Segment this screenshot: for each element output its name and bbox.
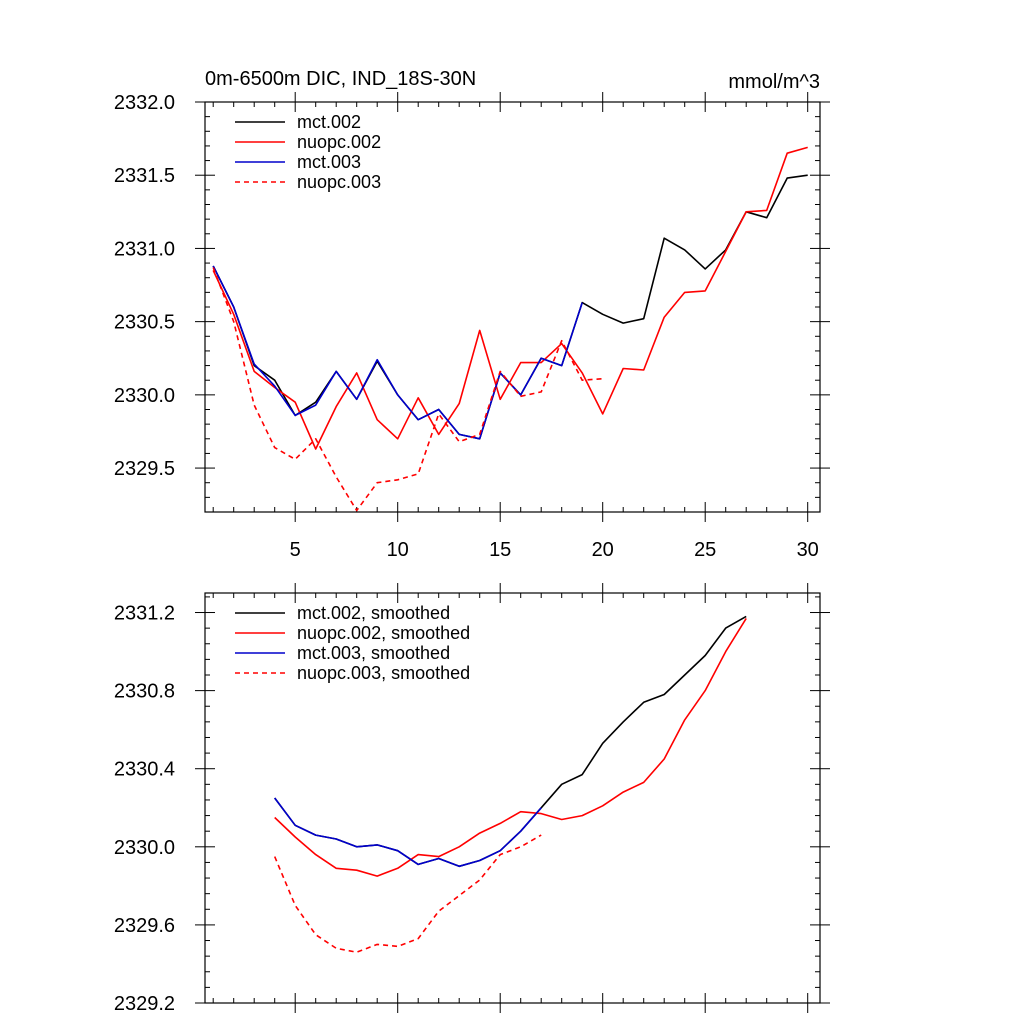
legend-label: nuopc.002: [297, 132, 381, 152]
legend-label: mct.003: [297, 152, 361, 172]
y-tick-label: 2330.0: [114, 837, 175, 859]
legend-label: nuopc.003, smoothed: [297, 663, 470, 683]
y-tick-label: 2330.8: [114, 681, 175, 703]
x-tick-label: 10: [387, 539, 409, 561]
series-line-nuopc-002-smoothed: [274, 617, 747, 877]
x-tick-label: 20: [592, 539, 614, 561]
top-panel-units: mmol/m^3: [728, 71, 820, 93]
y-tick-label: 2330.4: [114, 759, 175, 781]
plot-frame: [204, 592, 821, 1004]
x-tick-label: 15: [489, 539, 511, 561]
legend-label: nuopc.003: [297, 172, 381, 192]
legend-label: mct.003, smoothed: [297, 643, 450, 663]
series-line-mct-003: [212, 265, 583, 440]
series-line-nuopc-003-smoothed: [273, 834, 542, 954]
series-line-mct-002: [212, 174, 808, 440]
top-panel: 0m-6500m DIC, IND_18S-30N mmol/m^3 5 10 15…: [114, 68, 830, 561]
series-line-nuopc-003: [212, 267, 603, 512]
y-tick-label: 2332.0: [114, 92, 175, 114]
y-tick-label: 2331.2: [114, 603, 175, 625]
y-tick-label: 2329.2: [114, 993, 175, 1015]
top-panel-title: 0m-6500m DIC, IND_18S-30N: [205, 68, 476, 90]
bottom-panel: 2329.2 2329.6 2330.0 2330.4 2330.8 2331.2 mct.…: [114, 583, 830, 1015]
y-tick-label: 2329.6: [114, 915, 175, 937]
x-tick-label: 30: [797, 539, 819, 561]
y-tick-label: 2331.0: [114, 238, 175, 260]
legend-label: nuopc.002, smoothed: [297, 623, 470, 643]
y-tick-label: 2330.5: [114, 312, 175, 334]
series-line-mct-003-smoothed: [274, 797, 542, 868]
legend-label: mct.002, smoothed: [297, 603, 450, 623]
x-tick-label: 5: [290, 539, 301, 561]
y-tick-label: 2330.0: [114, 385, 175, 407]
y-tick-label: 2329.5: [114, 458, 175, 480]
legend-label: mct.002: [297, 112, 361, 132]
y-tick-label: 2331.5: [114, 165, 175, 187]
x-tick-label: 25: [694, 539, 716, 561]
series-line-nuopc-002: [212, 146, 808, 450]
